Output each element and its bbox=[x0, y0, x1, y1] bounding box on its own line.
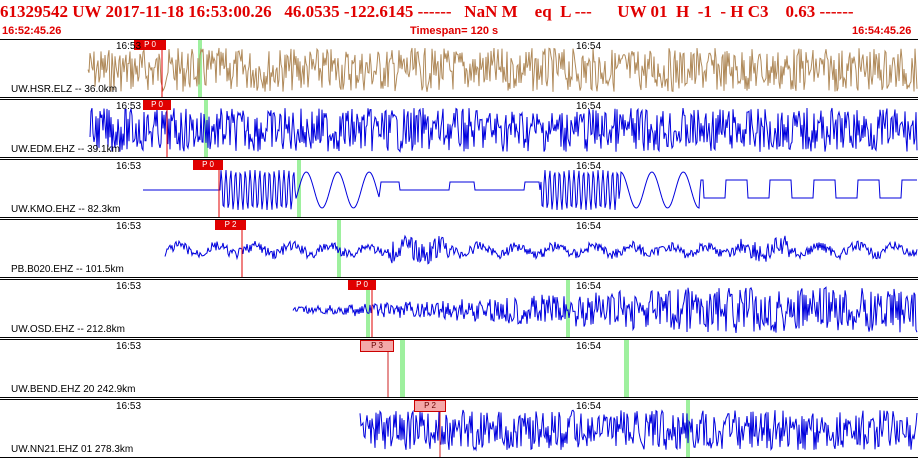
seismic-trace bbox=[164, 234, 918, 265]
channel-label: UW.KMO.EHZ -- 82.3km bbox=[11, 204, 121, 215]
channel-panel[interactable]: P 2 16:53 16:54 UW.NN21.EHZ 01 278.3km bbox=[0, 399, 918, 458]
theoretical-arrival-marker bbox=[337, 220, 341, 277]
channel-panel[interactable]: P 0 16:53 16:54 UW.KMO.EHZ -- 82.3km bbox=[0, 159, 918, 218]
phase-pick-flag[interactable]: P 0 bbox=[193, 160, 223, 170]
channel-panel[interactable]: P 2 16:53 16:54 PB.B020.EHZ -- 101.5km bbox=[0, 219, 918, 278]
time-tick-label: 16:53 bbox=[116, 101, 142, 112]
seismic-trace bbox=[87, 47, 918, 93]
seismic-trace bbox=[89, 107, 918, 153]
channel-panel[interactable]: P 0 16:53 16:54 UW.HSR.ELZ -- 36.0km bbox=[0, 39, 918, 98]
channel-label: PB.B020.EHZ -- 101.5km bbox=[11, 264, 124, 275]
timespan-label: Timespan= 120 s bbox=[410, 25, 499, 37]
time-tick-label: 16:54 bbox=[576, 401, 602, 412]
theoretical-arrival-marker bbox=[204, 100, 208, 157]
time-tick-label: 16:53 bbox=[116, 341, 142, 352]
channel-panel[interactable]: P 0 16:53 16:54 UW.OSD.EHZ -- 212.8km bbox=[0, 279, 918, 338]
event-summary: 61329542 UW 2017-11-18 16:53:00.26 46.05… bbox=[0, 2, 854, 21]
theoretical-arrival-marker bbox=[400, 340, 405, 397]
time-tick-label: 16:54 bbox=[576, 101, 602, 112]
channel-label: UW.NN21.EHZ 01 278.3km bbox=[11, 444, 134, 455]
time-tick-label: 16:54 bbox=[576, 341, 602, 352]
time-tick-label: 16:53 bbox=[116, 41, 142, 52]
channel-panel[interactable]: P 3 16:53 16:54 UW.BEND.EHZ 20 242.9km bbox=[0, 339, 918, 398]
channel-label: UW.HSR.ELZ -- 36.0km bbox=[11, 84, 118, 95]
phase-pick-flag[interactable]: P 2 bbox=[414, 400, 446, 412]
phase-pick-flag[interactable]: P 0 bbox=[134, 40, 166, 50]
theoretical-arrival-marker bbox=[366, 280, 370, 337]
phase-pick-flag[interactable]: P 3 bbox=[360, 340, 394, 352]
start-time: 16:52:45.26 bbox=[2, 25, 62, 37]
channel-label: UW.BEND.EHZ 20 242.9km bbox=[11, 384, 136, 395]
theoretical-arrival-marker bbox=[566, 280, 570, 337]
time-tick-label: 16:54 bbox=[576, 161, 602, 172]
time-tick-label: 16:53 bbox=[116, 221, 142, 232]
seismic-trace bbox=[292, 286, 918, 334]
time-bar: 16:52:45.26 Timespan= 120 s 16:54:45.26 bbox=[0, 24, 918, 38]
time-tick-label: 16:54 bbox=[576, 221, 602, 232]
phase-pick-flag[interactable]: P 0 bbox=[348, 280, 376, 290]
seismic-trace bbox=[359, 409, 918, 452]
time-tick-label: 16:53 bbox=[116, 401, 142, 412]
time-tick-label: 16:53 bbox=[116, 281, 142, 292]
theoretical-arrival-marker bbox=[624, 340, 629, 397]
waveform-panels: P 0 16:53 16:54 UW.HSR.ELZ -- 36.0km P 0 16:5… bbox=[0, 39, 918, 460]
channel-panel[interactable]: P 0 16:53 16:54 UW.EDM.EHZ -- 39.1km bbox=[0, 99, 918, 158]
phase-pick-flag[interactable]: P 2 bbox=[215, 220, 246, 230]
seismic-trace bbox=[143, 169, 917, 211]
end-time: 16:54:45.26 bbox=[852, 25, 912, 37]
phase-pick-flag[interactable]: P 0 bbox=[143, 100, 171, 110]
time-tick-label: 16:53 bbox=[116, 161, 142, 172]
time-tick-label: 16:54 bbox=[576, 41, 602, 52]
time-tick-label: 16:54 bbox=[576, 281, 602, 292]
channel-label: UW.EDM.EHZ -- 39.1km bbox=[11, 144, 120, 155]
event-header: 61329542 UW 2017-11-18 16:53:00.26 46.05… bbox=[0, 0, 918, 24]
channel-label: UW.OSD.EHZ -- 212.8km bbox=[11, 324, 125, 335]
